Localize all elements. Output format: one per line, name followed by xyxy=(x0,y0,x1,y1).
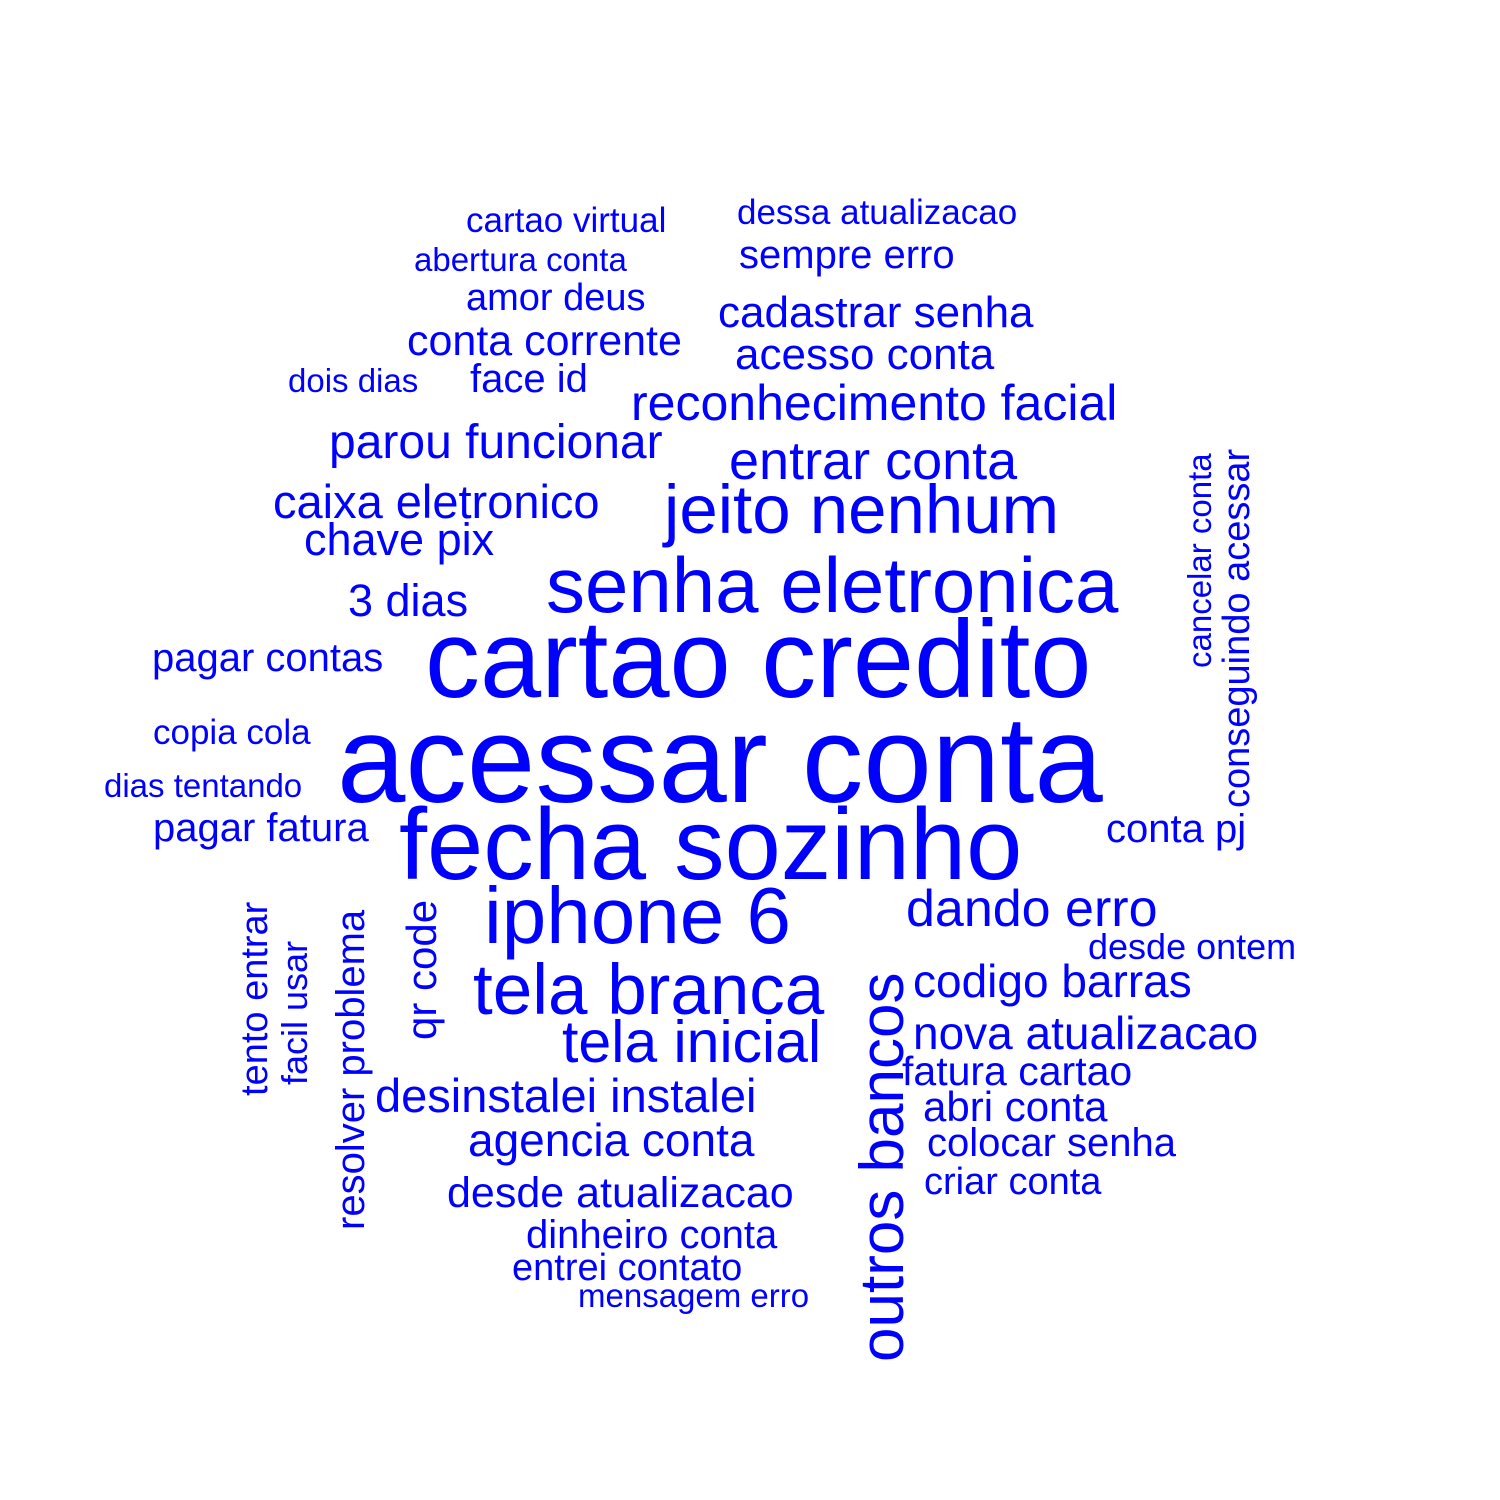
word-nova-atualizacao: nova atualizacao xyxy=(913,1007,1259,1059)
word-entrei-contato: entrei contato xyxy=(512,1247,743,1289)
word-qr-code: qr code xyxy=(398,899,445,1040)
word-cadastrar-senha: cadastrar senha xyxy=(718,288,1034,337)
word-cancelar-conta: cancelar conta xyxy=(1181,453,1218,668)
word-iphone-6: iphone 6 xyxy=(484,871,791,960)
word-conta-pj: conta pj xyxy=(1106,807,1247,851)
word-outros-bancos: outros bancos xyxy=(848,972,917,1362)
word-cartao-credito: cartao credito xyxy=(425,598,1092,721)
word-tento-entrar: tento entrar xyxy=(234,901,276,1096)
word-conta-corrente: conta corrente xyxy=(407,317,682,365)
word-desde-ontem: desde ontem xyxy=(1088,926,1297,967)
word-facil-usar: facil usar xyxy=(274,940,315,1085)
word-abertura-conta: abertura conta xyxy=(414,241,627,278)
word-acesso-conta: acesso conta xyxy=(735,330,995,379)
word-pagar-fatura: pagar fatura xyxy=(153,806,369,850)
word-conseguindo-acessar: conseguindo acessar xyxy=(1216,448,1258,808)
word-criar-conta: criar conta xyxy=(924,1161,1102,1203)
word-senha-eletronica: senha eletronica xyxy=(546,541,1119,629)
word-desinstalei-instalei: desinstalei instalei xyxy=(375,1069,757,1122)
word-cartao-virtual: cartao virtual xyxy=(466,201,667,240)
word-face-id: face id xyxy=(470,357,588,401)
word-entrar-conta: entrar conta xyxy=(729,431,1018,491)
word-dias-tentando: dias tentando xyxy=(104,767,303,804)
word-colocar-senha: colocar senha xyxy=(927,1121,1177,1165)
word-tela-branca: tela branca xyxy=(473,951,825,1030)
word-dessa-atualizacao: dessa atualizacao xyxy=(737,193,1018,232)
word-jeito-nenhum: jeito nenhum xyxy=(664,471,1060,548)
word-abri-conta: abri conta xyxy=(923,1083,1108,1130)
word-resolver-problema: resolver problema xyxy=(329,909,373,1230)
word-copia-cola: copia cola xyxy=(153,713,311,752)
word-parou-funcionar: parou funcionar xyxy=(329,416,663,469)
word-mensagem-erro: mensagem erro xyxy=(578,1277,810,1314)
word-desde-atualizacao: desde atualizacao xyxy=(447,1169,794,1217)
word-dois-dias: dois dias xyxy=(288,362,419,399)
word-fecha-sozinho: fecha sozinho xyxy=(399,789,1023,901)
word-3-dias: 3 dias xyxy=(348,575,469,626)
word-chave-pix: chave pix xyxy=(304,514,495,565)
word-dinheiro-conta: dinheiro conta xyxy=(526,1213,778,1257)
word-caixa-eletronico: caixa eletronico xyxy=(273,475,600,528)
word-fatura-cartao: fatura cartao xyxy=(902,1048,1133,1094)
word-codigo-barras: codigo barras xyxy=(913,955,1192,1007)
word-acessar-conta: acessar conta xyxy=(337,692,1103,829)
word-reconhecimento-facial: reconhecimento facial xyxy=(631,375,1118,431)
word-sempre-erro: sempre erro xyxy=(739,233,955,277)
word-tela-inicial: tela inicial xyxy=(562,1009,822,1075)
word-pagar-contas: pagar contas xyxy=(152,636,384,680)
word-agencia-conta: agencia conta xyxy=(468,1114,755,1166)
word-dando-erro: dando erro xyxy=(906,880,1158,938)
word-amor-deus: amor deus xyxy=(466,277,646,319)
